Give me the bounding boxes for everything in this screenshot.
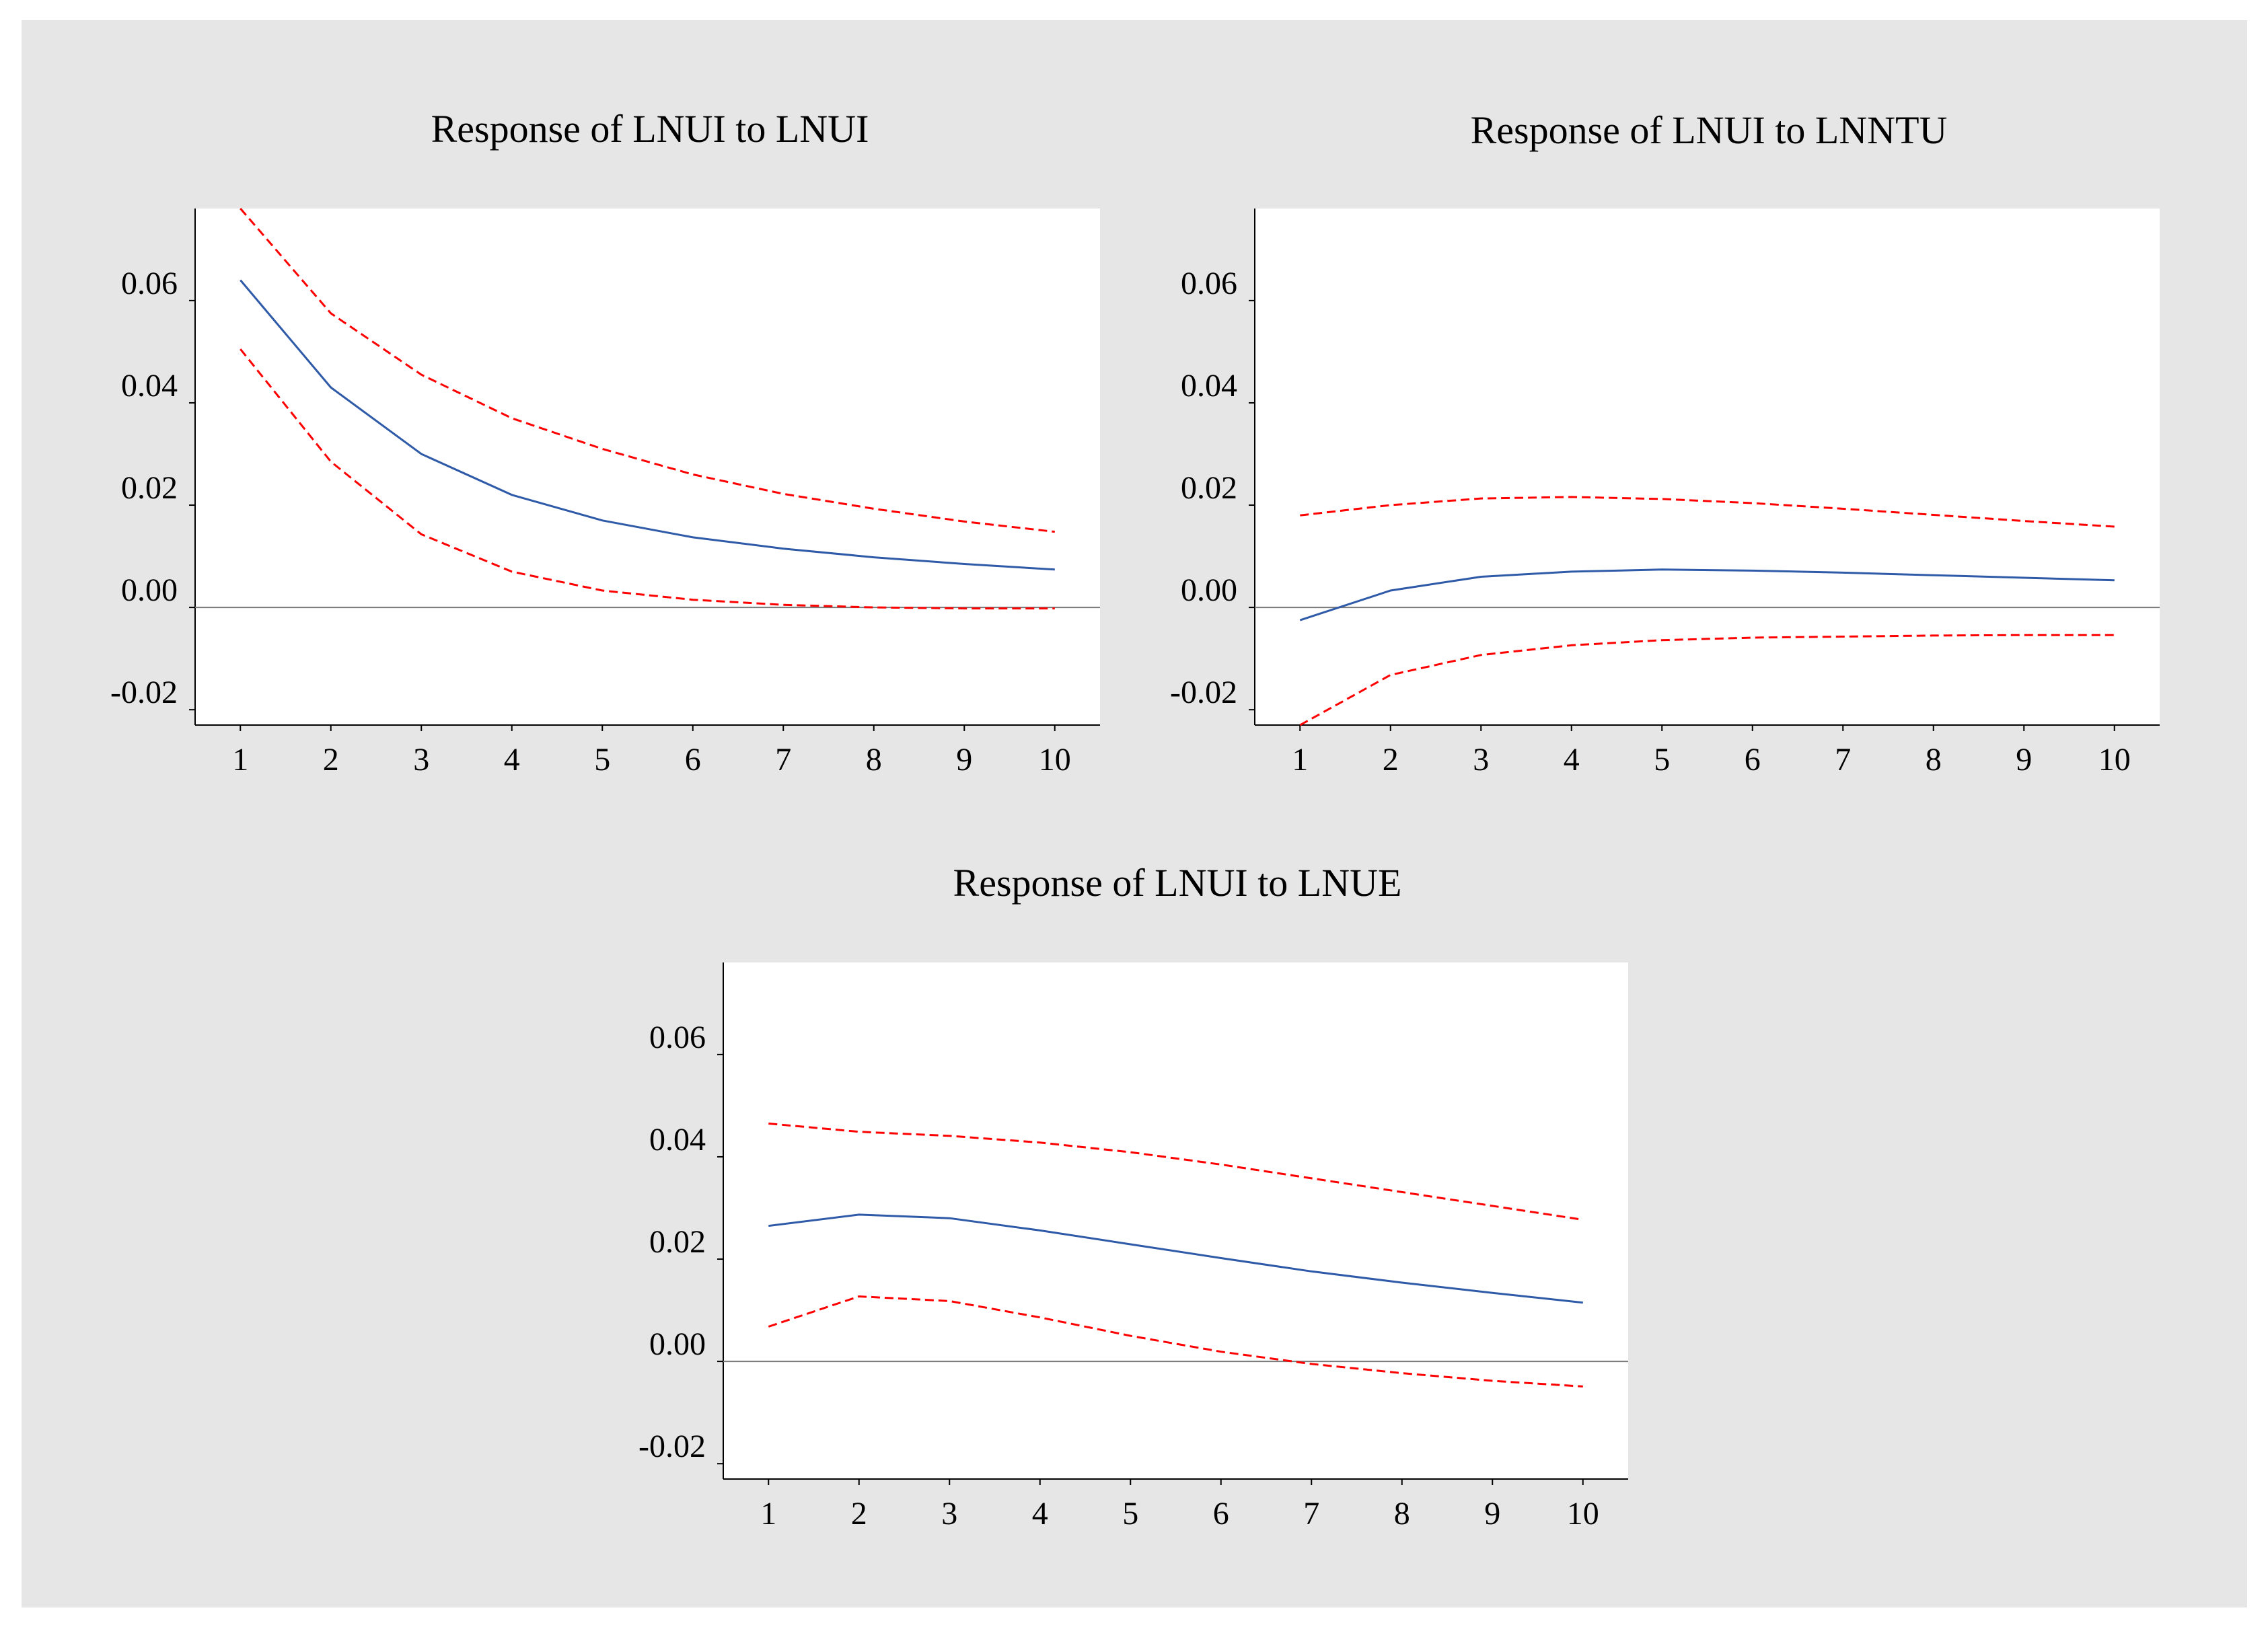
y-tick-label: -0.02 [110,675,178,710]
y-tick-label: 0.04 [121,368,178,404]
y-tick-label: 0.02 [1181,470,1237,506]
y-tick-label: 0.00 [649,1326,706,1362]
x-tick-label: 7 [1835,742,1851,778]
x-tick-label: 3 [413,742,429,778]
upper-band-line [1300,496,2115,528]
plot-area [1255,209,2160,725]
plot-area [195,209,1100,725]
response-line [768,1213,1583,1304]
y-tick-label: 0.00 [1181,572,1237,608]
x-tick-label: 8 [1926,742,1942,778]
y-tick-label: 0.00 [121,572,178,608]
x-tick-label: 9 [1484,1496,1500,1531]
x-tick-label: 5 [594,742,610,778]
upper-band-line [768,1123,1584,1221]
upper-band-line [240,208,1055,533]
chart-title: Response of LNUI to LNNTU [1471,108,1948,152]
chart-title: Response of LNUI to LNUI [431,107,869,151]
x-tick-label: 7 [1303,1496,1319,1531]
x-tick-label: 6 [1213,1496,1229,1531]
x-tick-label: 4 [1032,1496,1048,1531]
x-tick-label: 4 [1564,742,1580,778]
lower-band-line [1299,634,2115,726]
y-tick-label: 0.06 [1181,266,1237,301]
lower-band-line [768,1295,1583,1388]
response-line [1299,568,2115,621]
x-tick-label: 1 [760,1496,776,1531]
y-tick-label: 0.02 [649,1224,706,1260]
x-tick-label: 5 [1654,742,1670,778]
chart-panel-lnui: Response of LNUI to LNUI -0.02 0.00 0.02 0.… [110,107,1100,778]
x-tick-label: 2 [323,742,339,778]
x-tick-label: 3 [941,1496,957,1531]
x-tick-label: 6 [1745,742,1761,778]
x-tick-label: 6 [685,742,701,778]
response-line [240,279,1055,571]
y-tick-label: 0.06 [121,266,178,301]
chart-title: Response of LNUI to LNUE [953,861,1402,905]
x-tick-label: 7 [775,742,791,778]
x-tick-label: 5 [1122,1496,1138,1531]
y-tick-label: -0.02 [638,1429,706,1464]
x-tick-label: 10 [2098,742,2131,778]
plot-area [723,962,1628,1479]
x-tick-label: 4 [504,742,520,778]
x-tick-label: 10 [1039,742,1071,778]
x-tick-label: 9 [956,742,972,778]
chart-panel-lnue: Response of LNUI to LNUE -0.02 0.00 0.02 0.… [638,861,1628,1531]
x-tick-label: 2 [1383,742,1399,778]
lower-band-line [240,348,1055,610]
x-tick-label: 1 [232,742,248,778]
y-tick-label: 0.04 [1181,368,1237,404]
x-tick-label: 3 [1473,742,1489,778]
y-tick-label: -0.02 [1170,675,1237,710]
y-tick-label: 0.04 [649,1122,706,1158]
x-tick-label: 8 [866,742,882,778]
x-tick-label: 2 [851,1496,867,1531]
chart-panel-lnntu: Response of LNUI to LNNTU -0.02 0.00 0.02 0… [1170,108,2160,778]
x-tick-label: 9 [2016,742,2032,778]
x-tick-label: 1 [1292,742,1308,778]
x-tick-label: 8 [1394,1496,1410,1531]
x-tick-label: 10 [1567,1496,1599,1531]
y-tick-label: 0.06 [649,1020,706,1055]
y-tick-label: 0.02 [121,470,178,506]
